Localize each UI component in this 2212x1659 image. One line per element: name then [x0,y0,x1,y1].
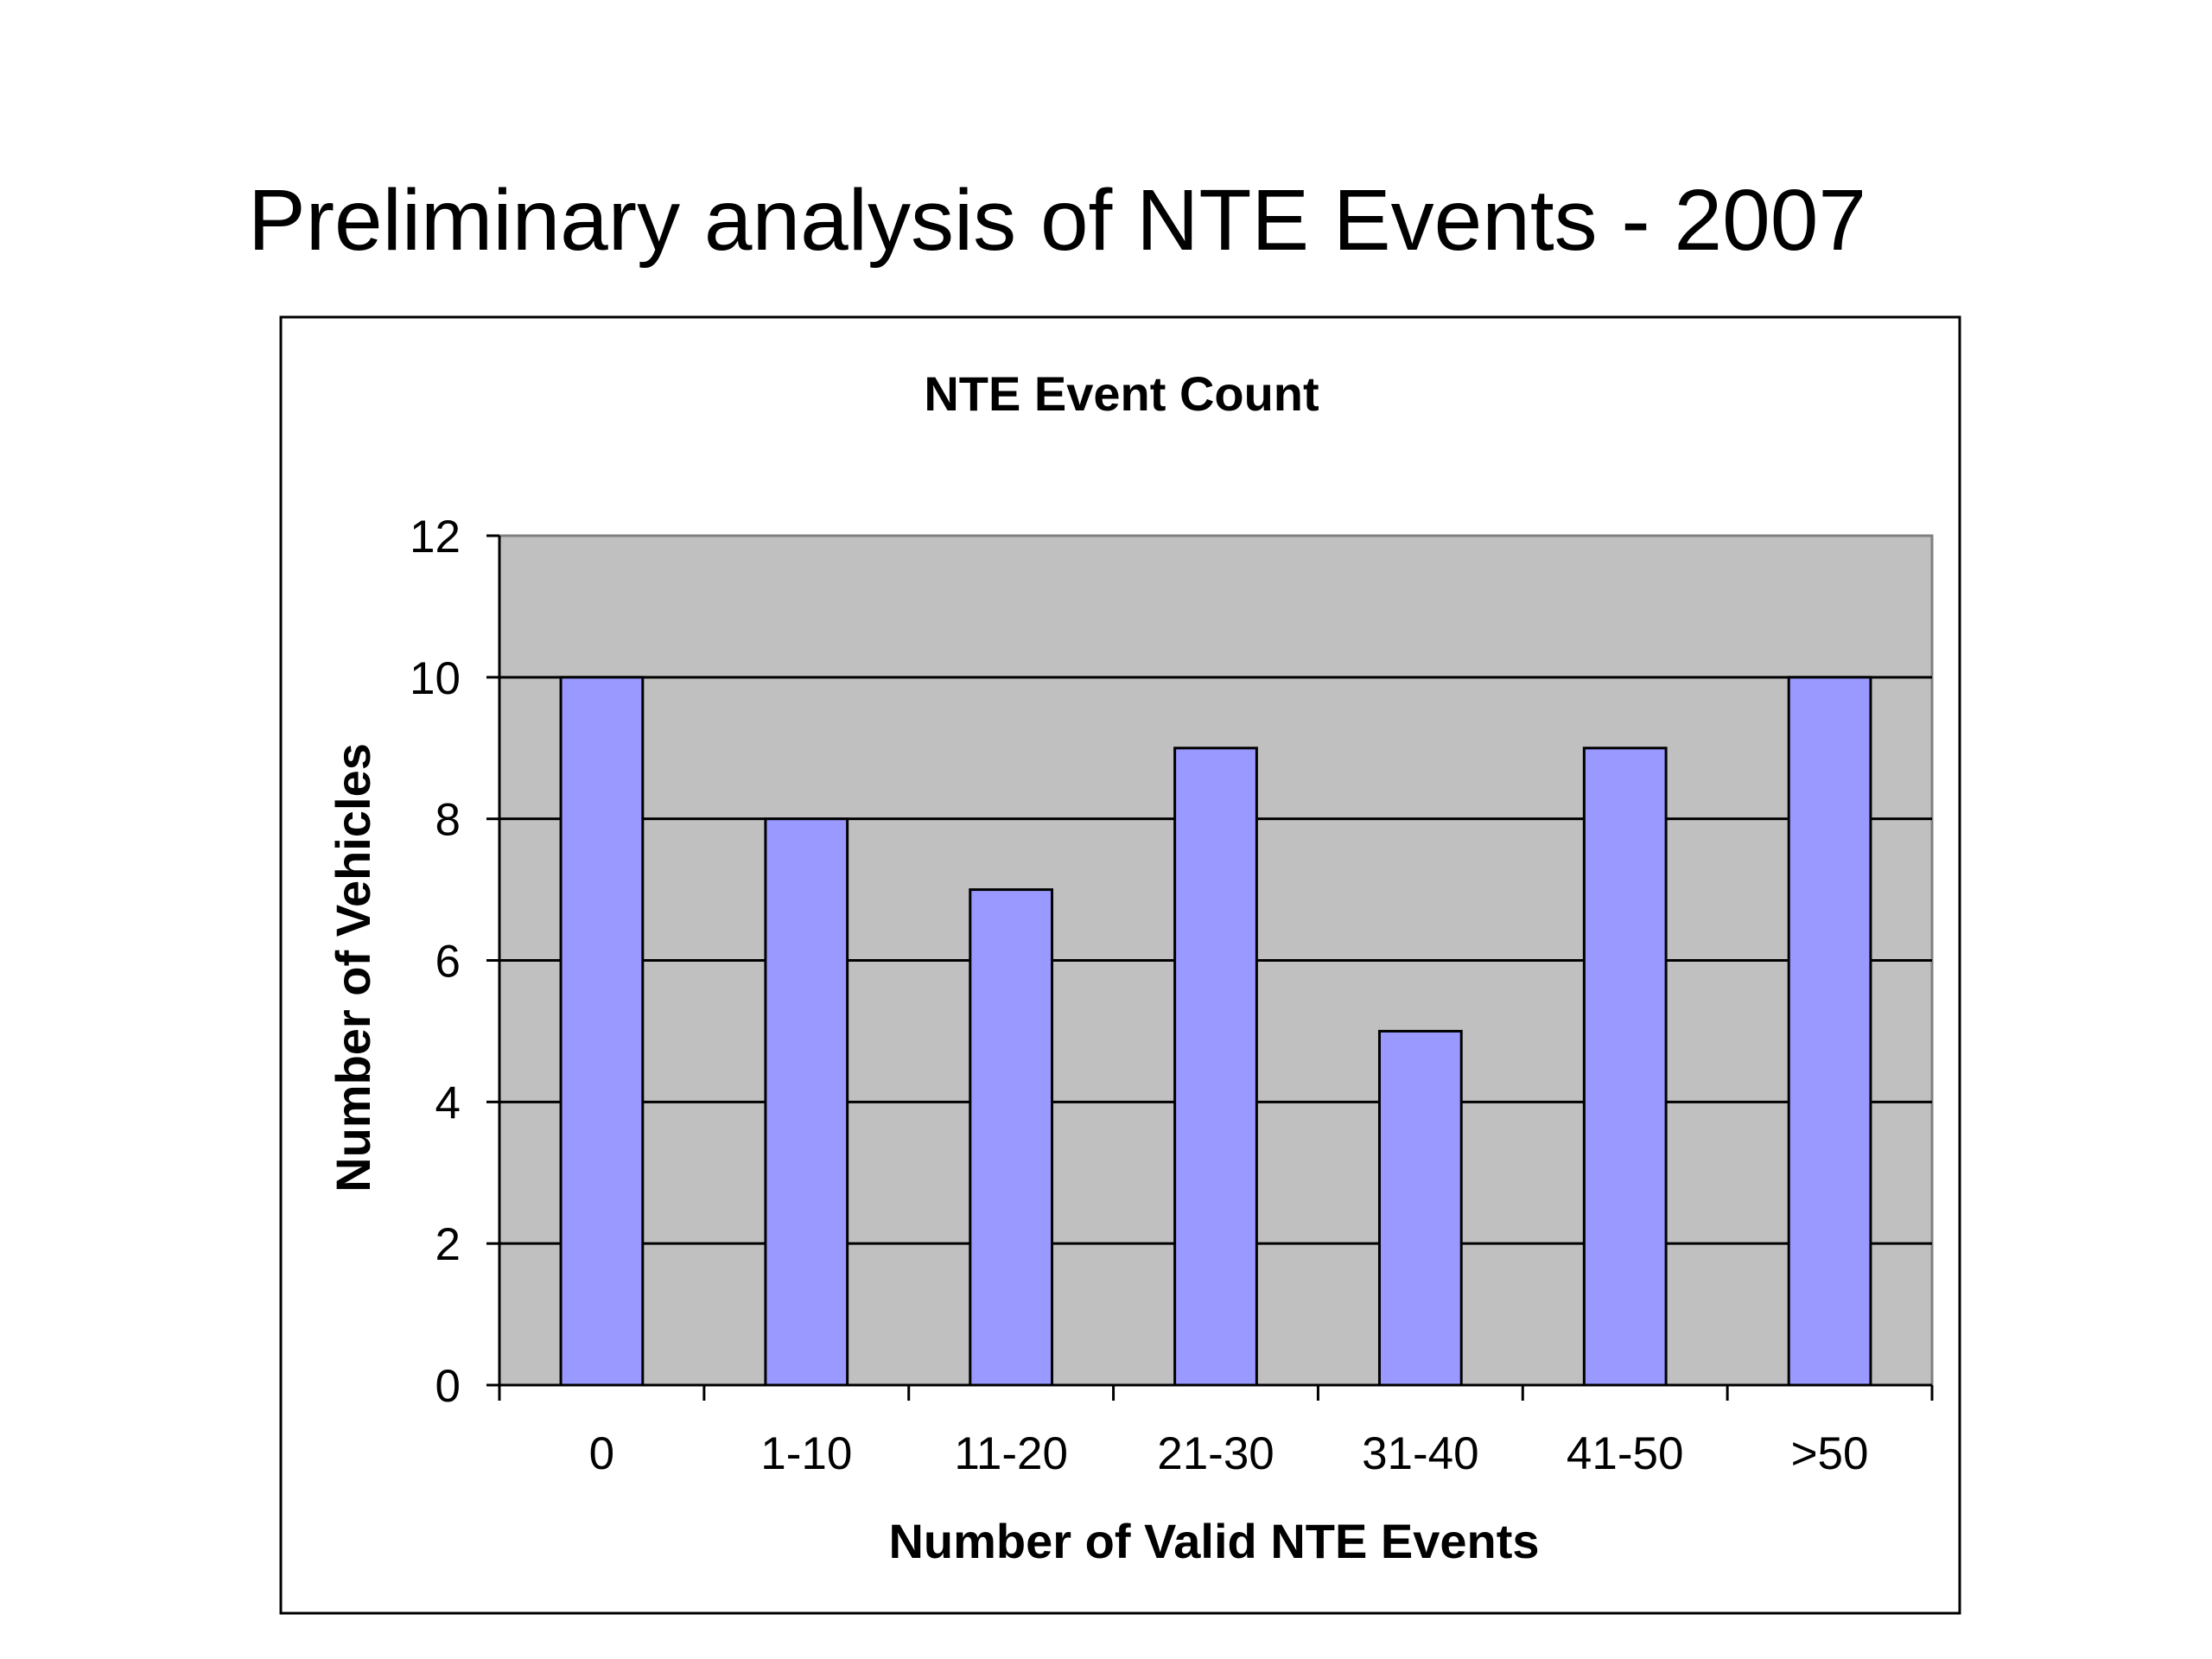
x-tick-label: 21-30 [1157,1428,1274,1479]
x-tick-label: 0 [589,1428,614,1479]
bar [1173,747,1258,1387]
slide-title: Preliminary analysis of NTE Events - 200… [248,172,1866,269]
bars [559,676,1872,1387]
chart-title: NTE Event Count [924,366,1319,421]
y-tick-label: 4 [435,1077,461,1128]
y-tick-label: 6 [435,937,461,988]
x-tick-label: 1-10 [760,1428,852,1479]
x-tick-label: 31-40 [1362,1428,1479,1479]
x-axis-title: Number of Valid NTE Events [888,1514,1539,1568]
y-tick-label: 12 [410,512,461,563]
x-tick-label: 41-50 [1567,1428,1684,1479]
y-tick-label: 0 [435,1361,461,1412]
x-tick-label: >50 [1791,1428,1869,1479]
y-axis-title: Number of Vehicles [326,743,380,1192]
axes [486,534,1934,1401]
bar [1787,676,1872,1387]
bar [559,676,645,1387]
y-tick-labels: 0 2 4 6 8 10 12 [410,512,461,1412]
y-tick-label: 2 [435,1219,461,1270]
bar [1377,1029,1463,1387]
y-tick-label: 8 [435,795,461,846]
bar [969,888,1054,1387]
y-tick-label: 10 [410,653,461,704]
x-tick-labels: 0 1-10 11-20 21-30 31-40 41-50 >50 [589,1428,1869,1479]
x-tick-label: 11-20 [954,1428,1068,1479]
bar [1582,747,1668,1387]
bar [764,817,849,1387]
